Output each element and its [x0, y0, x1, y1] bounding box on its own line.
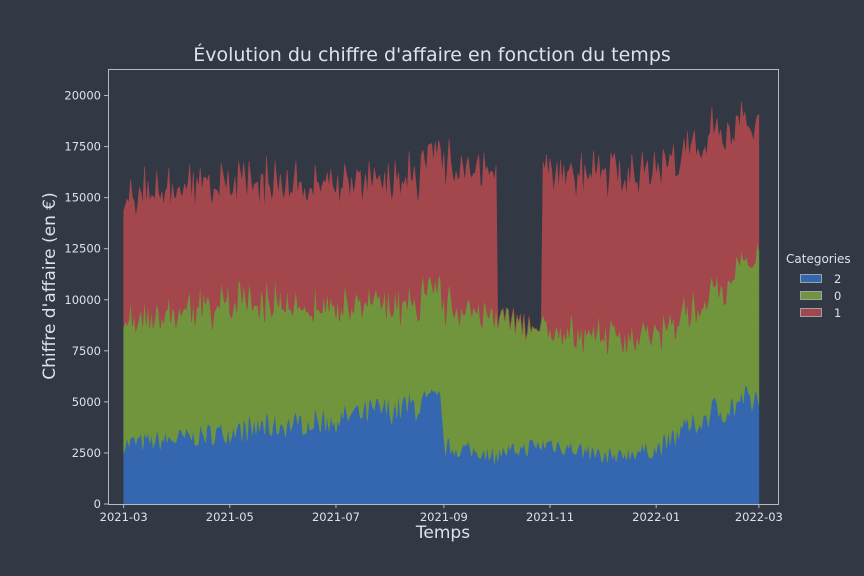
legend-label: 1 — [834, 305, 842, 320]
y-axis-ticks: 0 2500 5000 7500 10000 12500 15000 17500 20000 — [64, 89, 108, 511]
y-tick-label: 7500 — [72, 344, 101, 358]
legend-swatch — [800, 291, 822, 300]
plot-areas — [123, 101, 760, 505]
x-axis-label: Temps — [415, 523, 471, 543]
x-tick-label: 2021-11 — [526, 510, 574, 524]
x-tick-label: 2021-03 — [100, 510, 148, 524]
x-tick-label: 2022-03 — [735, 510, 783, 524]
legend: Categories 2 0 1 — [786, 252, 851, 321]
y-tick-label: 0 — [94, 497, 101, 511]
legend-title: Categories — [786, 252, 851, 266]
y-tick-label: 5000 — [72, 395, 101, 409]
y-tick-label: 12500 — [64, 242, 101, 256]
chart-title: Évolution du chiffre d'affaire en foncti… — [193, 44, 671, 66]
legend-item-1: 1 — [786, 304, 851, 321]
x-tick-label: 2021-05 — [206, 510, 254, 524]
legend-swatch — [800, 274, 822, 283]
legend-label: 2 — [834, 271, 842, 286]
legend-label: 0 — [834, 288, 842, 303]
legend-items: 2 0 1 — [786, 270, 851, 321]
area-series-1 — [123, 101, 760, 355]
x-tick-label: 2022-01 — [632, 510, 680, 524]
x-tick-label: 2021-09 — [420, 510, 468, 524]
y-tick-label: 10000 — [64, 293, 101, 307]
legend-item-0: 0 — [786, 287, 851, 304]
y-tick-label: 20000 — [64, 89, 101, 103]
legend-item-2: 2 — [786, 270, 851, 287]
y-axis-label: Chiffre d'affaire (en €) — [40, 192, 60, 380]
x-axis-ticks: 2021-03 2021-05 2021-07 2021-09 2021-11 2022-… — [100, 504, 783, 524]
legend-swatch — [800, 308, 822, 317]
y-tick-label: 2500 — [72, 446, 101, 460]
y-tick-label: 15000 — [64, 191, 101, 205]
x-tick-label: 2021-07 — [312, 510, 360, 524]
y-tick-label: 17500 — [64, 140, 101, 154]
